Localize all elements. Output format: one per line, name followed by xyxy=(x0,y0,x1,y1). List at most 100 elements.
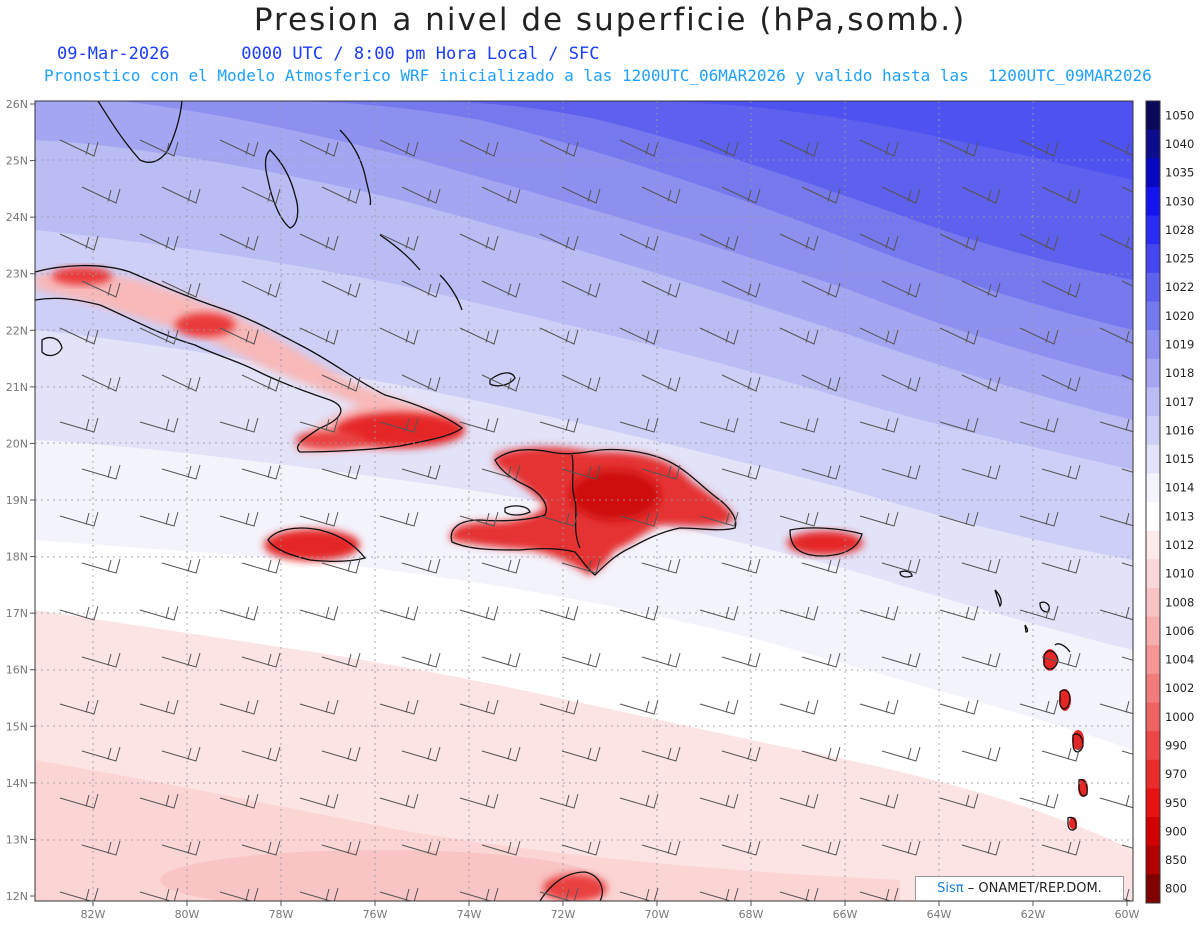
wind-barb xyxy=(161,186,201,204)
map-title: Presion a nivel de superficie (hPa,somb.… xyxy=(253,2,967,38)
wind-barb xyxy=(699,139,739,157)
wind-barb xyxy=(139,605,179,621)
lat-label: 15N xyxy=(6,720,28,733)
cuba-east-core-2 xyxy=(295,431,365,449)
wind-barb xyxy=(401,374,441,392)
cuba-shading xyxy=(35,272,462,453)
colorbar-swatch xyxy=(1146,817,1160,847)
wind-barb xyxy=(939,327,979,345)
wind-barb xyxy=(481,746,521,762)
colorbar-swatch xyxy=(1146,444,1160,474)
wind-barb xyxy=(81,652,121,668)
wind-barb xyxy=(779,139,819,157)
wind-barb xyxy=(481,558,521,574)
wind-barb xyxy=(561,464,601,480)
wind-barb xyxy=(321,840,361,856)
lat-label: 14N xyxy=(6,777,28,790)
wind-barb xyxy=(401,280,441,298)
wind-barb xyxy=(779,605,819,621)
colorbar-label: 1017 xyxy=(1165,395,1194,409)
colorbar-swatch xyxy=(1146,301,1160,331)
wind-barb xyxy=(401,652,441,668)
wind-barb xyxy=(961,374,1001,392)
wind-barb xyxy=(939,139,979,157)
wind-barb xyxy=(539,417,579,433)
wind-barb xyxy=(59,327,99,345)
puerto-rico-coast xyxy=(789,527,863,557)
wind-barb xyxy=(81,186,121,204)
wind-barb xyxy=(161,558,201,574)
wind-barb xyxy=(379,699,419,715)
colorbar-label: 1014 xyxy=(1165,481,1194,495)
wind-barb xyxy=(619,233,659,251)
wind-barb xyxy=(961,464,1001,480)
wind-barb xyxy=(1019,605,1059,621)
wind-barb xyxy=(619,417,659,433)
wind-barb xyxy=(459,139,499,157)
exuma-coast xyxy=(379,234,421,271)
wind-barb xyxy=(539,605,579,621)
wind-barb xyxy=(1099,139,1133,157)
colorbar-swatch xyxy=(1146,874,1160,904)
wind-barb xyxy=(779,511,819,527)
wind-barb xyxy=(161,840,201,856)
credit-box: Sisπ – ONAMET/REP.DOM. xyxy=(915,876,1124,901)
wind-barb xyxy=(481,374,521,392)
lon-label: 64W xyxy=(927,908,952,921)
wind-barb xyxy=(481,280,521,298)
wind-barb xyxy=(321,746,361,762)
lon-label: 60W xyxy=(1115,908,1140,921)
colorbar-label: 970 xyxy=(1165,767,1187,781)
wind-barb xyxy=(241,652,281,668)
wind-barb xyxy=(219,417,259,433)
wind-barb xyxy=(779,233,819,251)
wind-barb xyxy=(219,139,259,157)
wind-barb xyxy=(699,699,739,715)
wind-barb xyxy=(779,417,819,433)
wind-barb xyxy=(59,605,99,621)
cuba-central-core xyxy=(175,313,235,337)
colorbar-frame xyxy=(1145,100,1161,904)
wind-barb xyxy=(299,327,339,345)
wind-barb xyxy=(721,558,761,574)
colorbar-swatch xyxy=(1146,358,1160,388)
lat-label: 12N xyxy=(6,890,28,903)
martinique-shading xyxy=(1059,689,1071,711)
wind-barb xyxy=(219,327,259,345)
wind-barb xyxy=(561,280,601,298)
wind-barb xyxy=(641,652,681,668)
colorbar-label: 1040 xyxy=(1165,137,1194,151)
colorbar-label: 1006 xyxy=(1165,624,1194,638)
andros-coast xyxy=(264,149,299,229)
colorbar-swatch xyxy=(1146,129,1160,159)
wind-barb xyxy=(81,840,121,856)
wind-barb xyxy=(379,327,419,345)
colorbar-label: 1020 xyxy=(1165,309,1194,323)
wind-barb xyxy=(379,887,419,901)
colorbar-swatch xyxy=(1146,101,1160,131)
wind-barb xyxy=(699,233,739,251)
colorbar-label: 950 xyxy=(1165,796,1187,810)
wind-barb xyxy=(161,464,201,480)
wind-barb xyxy=(241,186,281,204)
colorbar-swatch xyxy=(1146,330,1160,360)
st-lucia-shading xyxy=(1072,730,1084,750)
wind-barb xyxy=(561,840,601,856)
lat-label: 16N xyxy=(6,664,28,677)
colorbar-swatch xyxy=(1146,473,1160,503)
wind-barb xyxy=(241,558,281,574)
wind-barb xyxy=(459,511,499,527)
wind-barb xyxy=(1041,840,1081,856)
wind-barb xyxy=(219,793,259,809)
wind-barb xyxy=(801,186,841,204)
wind-barb xyxy=(699,511,739,527)
hispaniola-coast xyxy=(450,448,737,576)
wind-barb xyxy=(299,605,339,621)
wind-barb xyxy=(241,374,281,392)
wind-barb xyxy=(721,374,761,392)
long-island-coast xyxy=(439,274,463,311)
lon-label: 76W xyxy=(363,908,388,921)
wind-barb xyxy=(539,139,579,157)
wind-barb xyxy=(379,511,419,527)
wind-barb xyxy=(241,280,281,298)
